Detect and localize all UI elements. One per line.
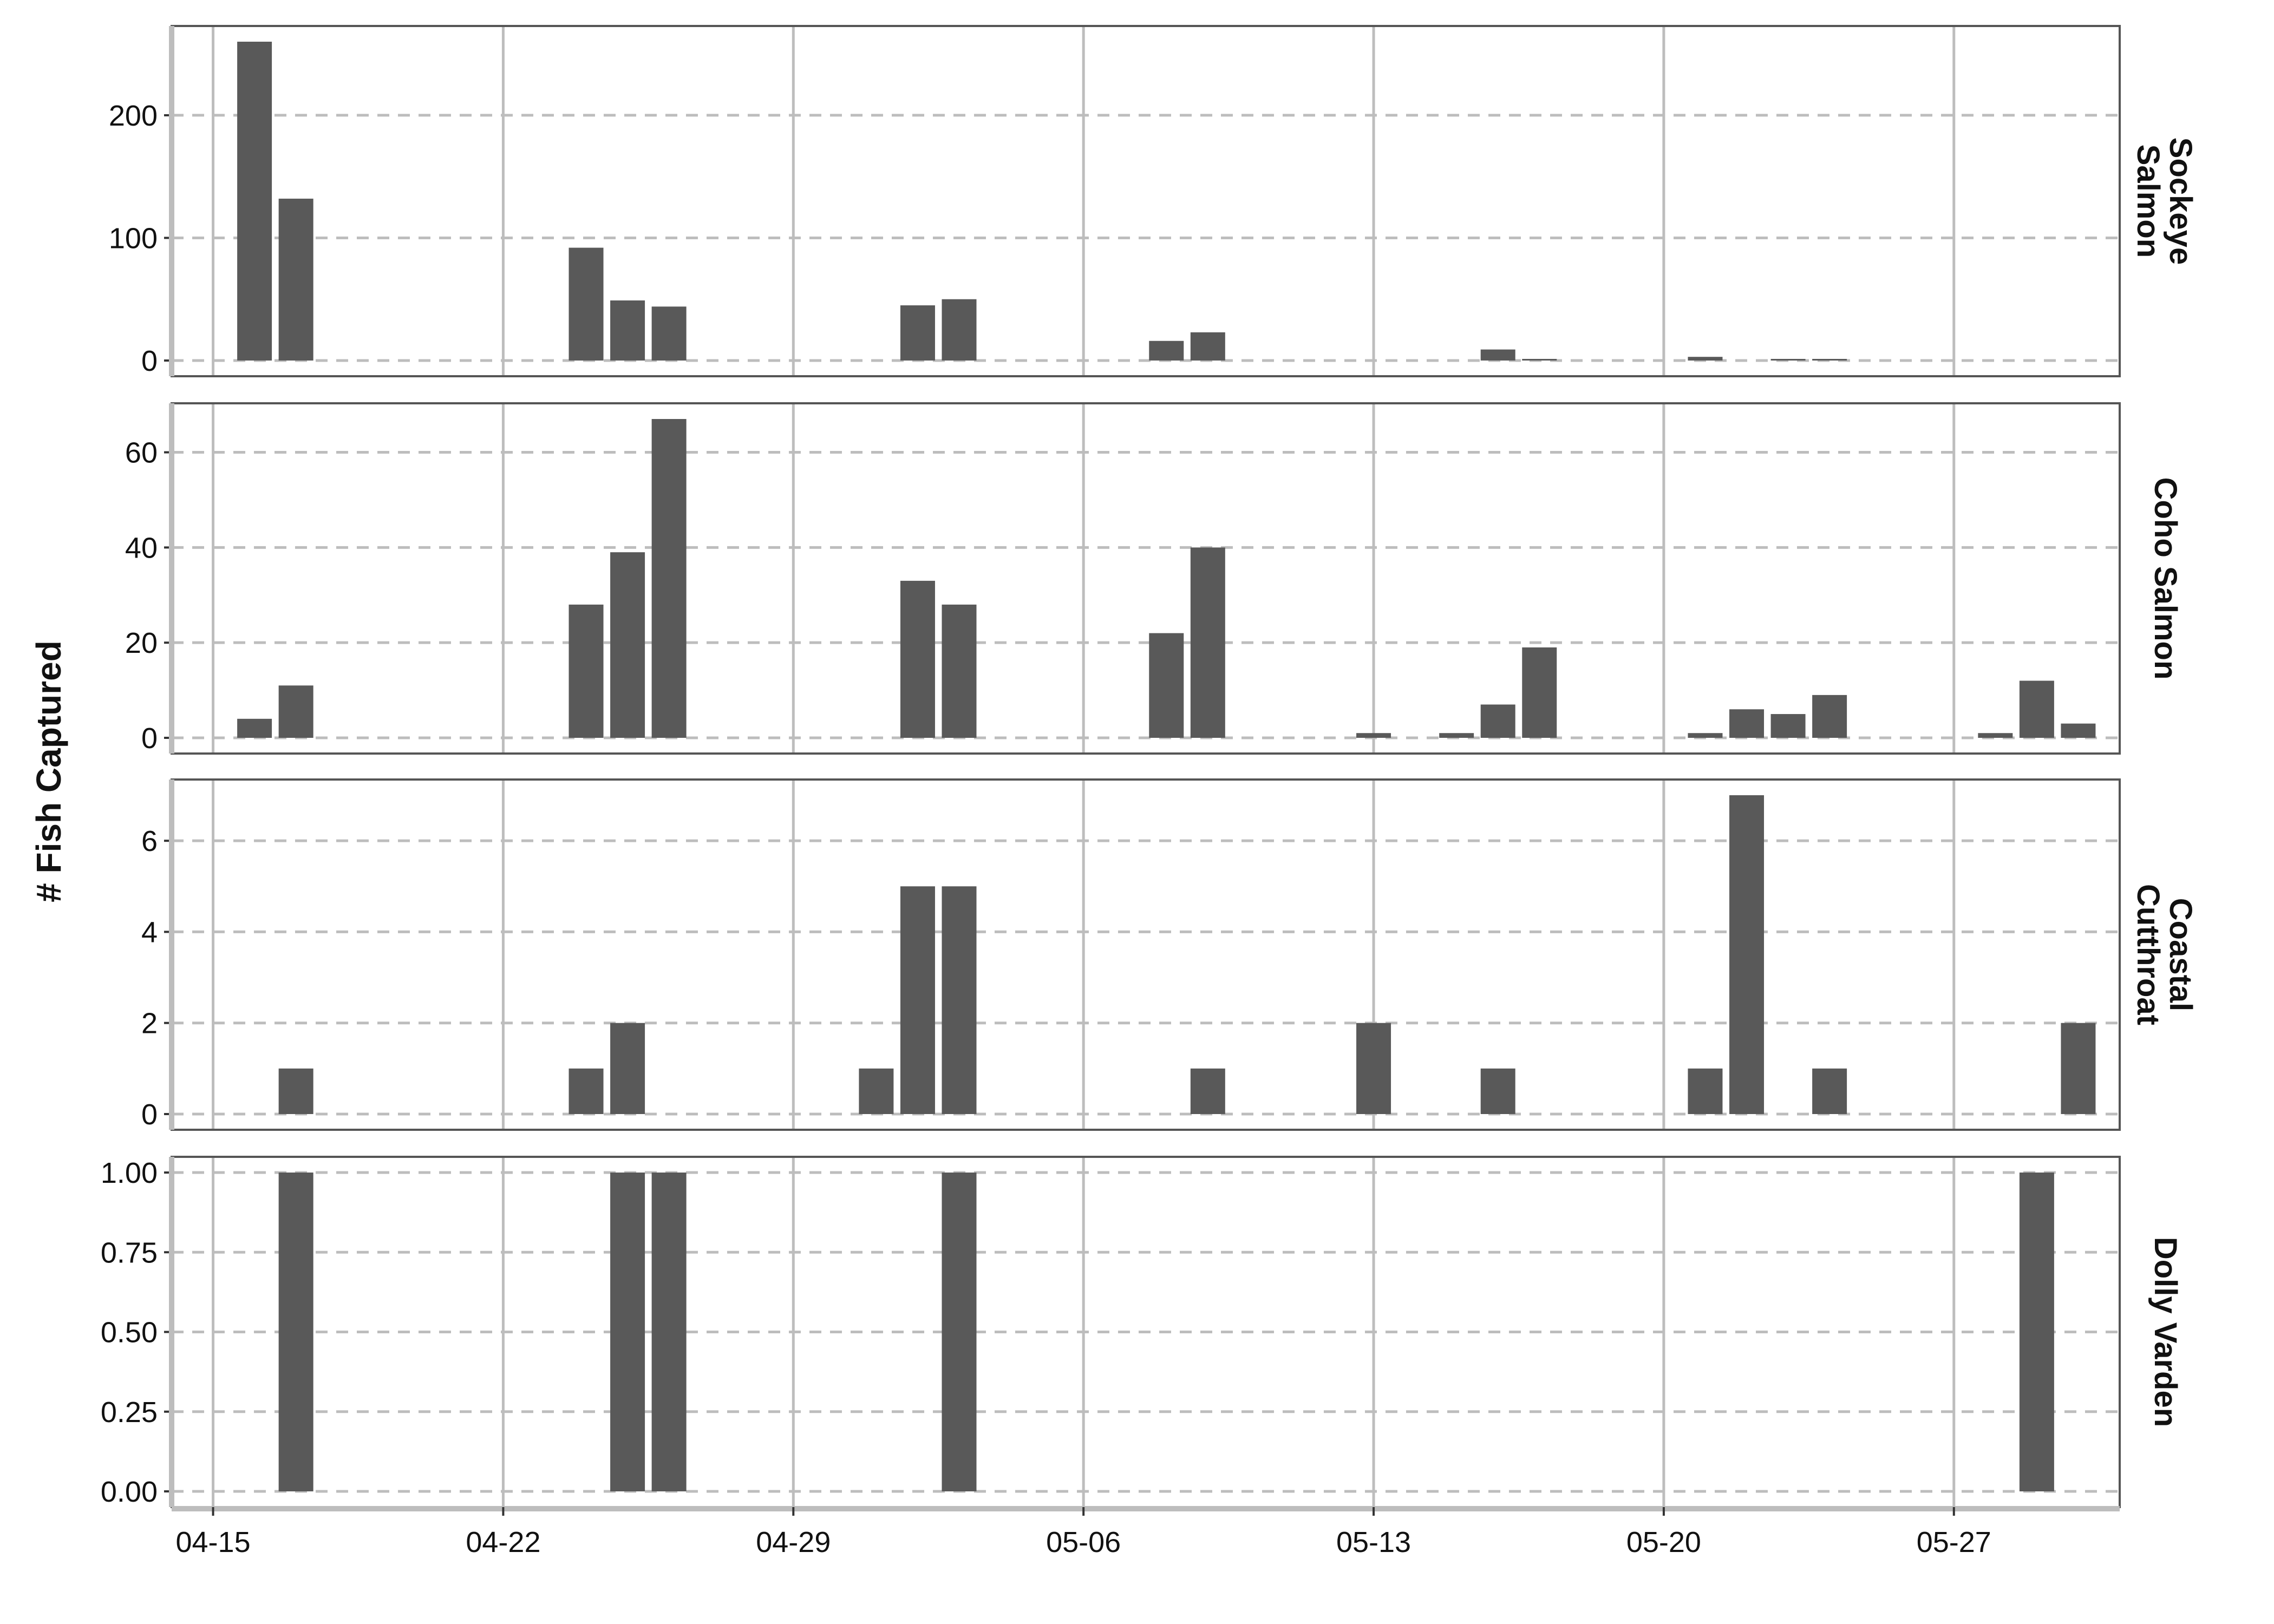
facet-strip-line: Dolly Varden	[2148, 1237, 2183, 1427]
panel-3: 0.00 0.25 0.50 0.75 1.00 Dolly Varden	[101, 1156, 2183, 1508]
bar	[1688, 357, 1723, 361]
y-axis-title: # Fish Captured	[29, 640, 68, 902]
bar	[2019, 680, 2054, 738]
y-tick-label: 0.75	[101, 1236, 158, 1269]
x-tick-label: 04-29	[756, 1526, 831, 1558]
bar	[942, 299, 977, 361]
y-tick-label: 6	[141, 825, 158, 857]
bar	[2019, 1173, 2054, 1491]
y-tick-label: 0.25	[101, 1396, 158, 1429]
bar	[610, 552, 645, 738]
bar	[1729, 709, 1765, 738]
y-tick-label: 0.50	[101, 1317, 158, 1349]
bar	[2061, 1023, 2096, 1114]
panel-0: 0 100 200 SockeyeSalmon	[109, 25, 2198, 377]
bar	[1770, 714, 1806, 738]
bar	[610, 300, 645, 361]
bar	[1812, 695, 1847, 738]
y-tick-label: 1.00	[101, 1157, 158, 1189]
bar	[1729, 795, 1765, 1114]
bar	[1770, 359, 1806, 361]
facet-strip-label: SockeyeSalmon	[2131, 137, 2198, 265]
bar	[278, 198, 313, 361]
x-tick-label: 05-13	[1336, 1526, 1411, 1558]
y-tick-label: 0	[141, 722, 158, 755]
bar	[237, 42, 272, 361]
bar	[1149, 340, 1184, 361]
bar	[278, 1068, 313, 1114]
y-tick-label: 40	[125, 532, 158, 564]
facet-strip-label: Coho Salmon	[2148, 477, 2183, 680]
x-tick-label: 05-20	[1626, 1526, 1701, 1558]
bar	[1812, 359, 1847, 361]
bar	[1812, 1068, 1847, 1114]
panels-layer: 0 100 200 SockeyeSalmon 0 20 40 60 Coho Salmon 0 2…	[101, 25, 2198, 1508]
bar	[1522, 647, 1557, 738]
bar	[1190, 1068, 1225, 1114]
x-axis: 04-15 04-22 04-29 05-06 05-13 05-20 05-27	[172, 1506, 2120, 1558]
bar	[1522, 359, 1557, 361]
y-tick-label: 0.00	[101, 1476, 158, 1508]
x-tick-label: 05-27	[1917, 1526, 1991, 1558]
facet-strip-line: Coho Salmon	[2148, 477, 2183, 680]
bar	[942, 886, 977, 1114]
bar	[1688, 733, 1723, 738]
bar	[568, 604, 604, 738]
x-tick-label: 04-22	[466, 1526, 540, 1558]
bar	[1439, 733, 1474, 738]
facet-strip-label: CoastalCutthroat	[2131, 884, 2198, 1025]
y-tick-label: 60	[125, 437, 158, 469]
facet-strip-label: Dolly Varden	[2148, 1237, 2183, 1427]
bar	[942, 1173, 977, 1491]
y-tick-label: 0	[141, 1098, 158, 1131]
facet-strip-line: Coastal	[2163, 898, 2198, 1012]
bar	[278, 685, 313, 738]
facet-strip-line: Cutthroat	[2131, 884, 2166, 1025]
bar	[278, 1173, 313, 1491]
panel-background	[172, 780, 2120, 1130]
panel-background	[172, 26, 2120, 376]
bar	[1480, 704, 1515, 738]
y-tick-label: 2	[141, 1007, 158, 1040]
facet-strip-line: Sockeye	[2163, 137, 2198, 265]
bar	[942, 604, 977, 738]
bar	[610, 1023, 645, 1114]
bar	[900, 580, 935, 738]
bar	[568, 247, 604, 361]
x-tick-label: 05-06	[1046, 1526, 1121, 1558]
bar	[1190, 547, 1225, 738]
bar	[859, 1068, 894, 1114]
x-tick-label: 04-15	[175, 1526, 250, 1558]
y-tick-label: 20	[125, 627, 158, 659]
y-tick-label: 100	[109, 222, 158, 254]
bar	[237, 718, 272, 738]
bar	[610, 1173, 645, 1491]
bar	[2061, 723, 2096, 738]
bar	[1190, 332, 1225, 361]
bar	[1978, 733, 2013, 738]
bar	[1149, 633, 1184, 738]
bar	[1480, 1068, 1515, 1114]
bar	[651, 419, 687, 738]
bar	[1480, 349, 1515, 361]
panel-2: 0 2 4 6 CoastalCutthroat	[141, 778, 2198, 1131]
bar	[1356, 1023, 1391, 1114]
panel-1: 0 20 40 60 Coho Salmon	[125, 402, 2183, 755]
bar	[568, 1068, 604, 1114]
panel-background	[172, 403, 2120, 754]
y-tick-label: 0	[141, 345, 158, 377]
bar	[651, 306, 687, 361]
facet-strip-line: Salmon	[2131, 145, 2166, 258]
bar	[1688, 1068, 1723, 1114]
bar	[1356, 733, 1391, 738]
bar	[651, 1173, 687, 1491]
y-tick-label: 4	[141, 916, 158, 948]
y-tick-label: 200	[109, 100, 158, 132]
bar	[900, 305, 935, 361]
bar	[900, 886, 935, 1114]
